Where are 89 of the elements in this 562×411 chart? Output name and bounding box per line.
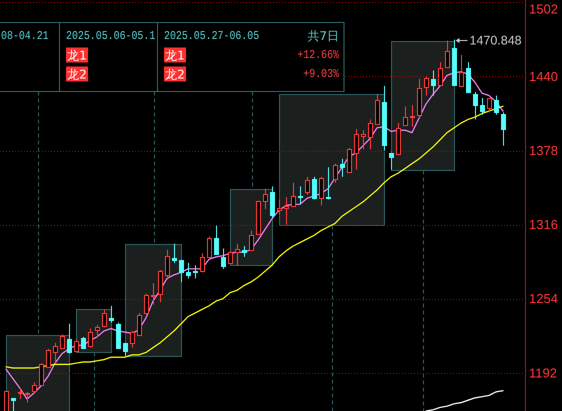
candlestick [60, 334, 65, 349]
candlestick [298, 186, 303, 205]
annotation: +9.03% [303, 67, 347, 81]
annotation: 08-04.21 [1, 29, 59, 43]
candlestick [123, 342, 128, 357]
candlestick [74, 338, 79, 353]
candlestick [214, 225, 219, 255]
candlestick [32, 382, 37, 394]
candlestick [312, 176, 317, 200]
candlestick [200, 252, 205, 273]
candlestick [487, 97, 492, 113]
candlestick [172, 243, 177, 264]
candlestick [319, 176, 324, 206]
candlestick [424, 76, 429, 96]
candlestick [291, 182, 296, 207]
candlestick [284, 196, 289, 226]
candlestick [256, 200, 261, 235]
candlestick [354, 128, 359, 170]
annotation: 龙1 [67, 48, 87, 62]
candlestick [11, 397, 16, 411]
candlestick [263, 188, 268, 210]
candlestick [4, 390, 9, 411]
candlestick [81, 336, 86, 350]
candlestick [67, 323, 72, 354]
y-tick-label: 1316 [529, 217, 558, 232]
candlestick [88, 328, 93, 348]
line-series [5, 106, 504, 369]
candlestick [207, 236, 212, 258]
candlestick [158, 270, 163, 303]
candlestick [431, 70, 436, 96]
candlestick [382, 86, 387, 152]
y-tick-label: 1254 [529, 291, 558, 306]
candlestick [368, 118, 373, 150]
candlestick [340, 158, 345, 178]
candlestick [249, 230, 254, 252]
candlestick [179, 260, 184, 282]
candlestick [116, 322, 121, 349]
annotation: 1470.848 [470, 34, 522, 48]
y-tick-label: 1192 [529, 365, 557, 380]
candlestick [18, 388, 23, 400]
candlestick [305, 176, 310, 196]
candlestick [151, 282, 156, 306]
y-tick-label: 1502 [529, 2, 558, 16]
candlestick [186, 262, 191, 279]
candlestick [277, 199, 282, 216]
candlestick [137, 312, 142, 336]
candlestick [375, 94, 380, 125]
candlestick [25, 391, 30, 404]
candlestick [403, 106, 408, 126]
annotation: +12.66% [297, 48, 348, 62]
candlestick [46, 348, 51, 368]
candlestick [466, 62, 471, 94]
candlestick [333, 163, 338, 184]
candlestick [109, 305, 114, 324]
candlestick [102, 308, 107, 328]
candlestick [473, 92, 478, 120]
candlestick [396, 122, 401, 156]
candlestick [459, 54, 464, 88]
candlestick [165, 249, 170, 280]
candlestick [95, 324, 100, 338]
candlestick [361, 130, 366, 150]
candlestick [39, 362, 44, 386]
annotation: 2025.05.27-06.05 [164, 29, 280, 43]
annotation: 龙1 [165, 48, 185, 62]
candlestick [228, 250, 233, 265]
candlestick [480, 97, 485, 116]
candlestick [130, 330, 135, 348]
candlestick [410, 104, 415, 128]
y-tick-label: 1378 [529, 143, 558, 158]
candlestick [144, 293, 149, 315]
candlestick [445, 40, 450, 68]
candlestick [501, 112, 506, 146]
candlestick [494, 95, 499, 116]
candlestick [221, 248, 226, 270]
annotation: 龙2 [165, 68, 185, 82]
candlestick [347, 148, 352, 173]
y-tick-label: 1440 [529, 68, 558, 84]
candlestick [193, 264, 198, 279]
candlestick [235, 243, 240, 266]
candlestick [326, 166, 331, 200]
candlestick [242, 246, 247, 258]
candlestick [417, 78, 422, 119]
line-series [425, 390, 504, 411]
candlestick [438, 62, 443, 87]
candlestick [270, 186, 275, 218]
annotation: 龙2 [67, 68, 87, 82]
candlestick [389, 152, 394, 170]
annotation: 共7日 [307, 29, 339, 43]
candlestick [53, 342, 58, 364]
